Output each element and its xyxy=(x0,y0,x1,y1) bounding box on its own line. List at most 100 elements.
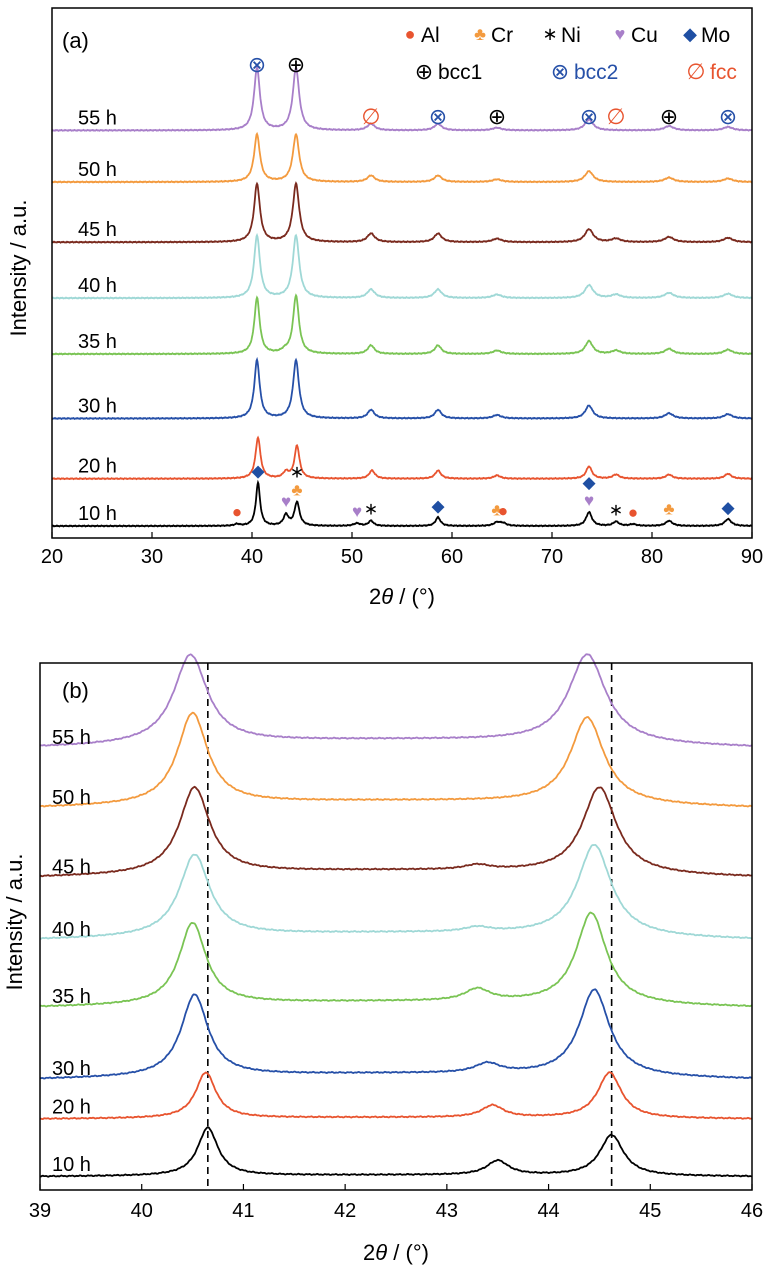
legend-label: fcc xyxy=(710,61,737,84)
panel-a-label: (a) xyxy=(62,28,89,53)
panel-a-element-marker: ♥ xyxy=(352,502,362,521)
panel-a-curve xyxy=(51,232,753,300)
panel-a-curve xyxy=(51,356,753,421)
panel-a-tick-label: 70 xyxy=(541,546,563,568)
panel-a-element-marker: ♥ xyxy=(584,491,594,510)
panel-a-element-marker: ∗ xyxy=(290,462,304,481)
panel-a-series-label: 55 h xyxy=(78,107,117,129)
panel-a-x-ticks: 20 30 40 50 60 70 80 90 xyxy=(41,532,763,568)
panel-a-tick-label: 80 xyxy=(641,546,663,568)
panel-a-phase-marker: ∅ xyxy=(361,104,380,129)
legend-symbol: ● xyxy=(405,24,416,44)
panel-a-element-marker: ♣ xyxy=(291,480,302,499)
legend-label: Ni xyxy=(561,24,581,47)
panel-a-series-label: 40 h xyxy=(78,275,117,297)
panel-a-curve xyxy=(51,181,753,244)
panel-a-element-marker: ◆ xyxy=(431,496,445,515)
panel-b-curve xyxy=(39,911,753,1008)
legend-label: Al xyxy=(421,24,440,47)
panel-a-tick-label: 50 xyxy=(341,546,363,568)
panel-b-tick-label: 42 xyxy=(334,1200,356,1222)
panel-b-series-label: 20 h xyxy=(52,1096,91,1118)
legend-label: Cu xyxy=(631,24,658,47)
legend-symbol: ◆ xyxy=(683,24,697,44)
panel-b-series-labels: 10 h 20 h 30 h 35 h 40 h 45 h 50 h 55 h xyxy=(52,727,91,1176)
panel-a-element-marker: ∗ xyxy=(364,500,378,519)
panel-a-frame xyxy=(51,7,753,539)
panel-a-markers: ●◆♥♣∗♥ ∗ ◆ ♣●♥◆∗ ● ♣ ◆⊗ ⊕∅ ⊗ ⊕ ⊗ ∅ ⊕ ⊗ xyxy=(232,52,737,522)
panel-b-curve xyxy=(39,653,753,747)
panel-b-curve xyxy=(39,711,753,808)
panel-a-series-labels: 10 h 20 h 30 h 35 h 40 h 45 h 50 h 55 h xyxy=(78,107,117,525)
panel-a-tick-label: 20 xyxy=(41,546,63,568)
panel-a-tick-label: 60 xyxy=(441,546,463,568)
panel-a-phase-marker: ⊗ xyxy=(248,52,266,77)
legend-label: Cr xyxy=(491,24,513,47)
panel-a-phase-marker: ⊕ xyxy=(660,104,678,129)
panel-a-phase-marker: ⊕ xyxy=(287,52,305,77)
panel-a-phase-marker: ⊕ xyxy=(488,104,506,129)
panel-b-x-axis-label: 2θ / (°) xyxy=(363,1240,429,1265)
panel-b-curve xyxy=(39,785,753,878)
panel-b-curves xyxy=(39,653,753,1178)
panel-a-series-label: 45 h xyxy=(78,219,117,241)
panel-b-tick-label: 46 xyxy=(741,1200,763,1222)
panel-a-series-label: 35 h xyxy=(78,331,117,353)
legend-symbol: ∗ xyxy=(542,24,557,44)
panel-a-element-marker: ● xyxy=(232,503,242,522)
legend-symbol: ♣ xyxy=(474,24,486,44)
panel-a-element-marker: ● xyxy=(498,501,508,520)
legend-symbol: ⊕ xyxy=(415,59,433,84)
panel-a-tick-label: 40 xyxy=(241,546,263,568)
panel-a-phase-marker: ⊗ xyxy=(719,104,737,129)
panel-a-phase-marker: ∅ xyxy=(606,104,625,129)
panel-a-tick-label: 30 xyxy=(141,546,163,568)
panel-b-curve xyxy=(39,1125,753,1178)
panel-a-x-axis-label: 2θ / (°) xyxy=(369,584,435,609)
panel-a-element-marker: ◆ xyxy=(721,498,735,517)
panel-a-series-label: 10 h xyxy=(78,503,117,525)
panel-a-curve xyxy=(51,479,753,528)
panel-b-curve xyxy=(39,988,753,1080)
panel-b-series-label: 35 h xyxy=(52,986,91,1008)
legend-label: bcc2 xyxy=(574,61,618,84)
panel-b-series-label: 30 h xyxy=(52,1058,91,1080)
legend-symbol: ⊗ xyxy=(551,59,569,84)
panel-a-element-marker: ♥ xyxy=(281,492,291,511)
panel-a-phase-marker: ⊗ xyxy=(429,104,447,129)
panel-a-element-marker: ∗ xyxy=(609,500,623,519)
panel-a-element-marker: ♣ xyxy=(663,500,674,519)
legend-symbol: ♥ xyxy=(615,24,626,44)
panel-a-curve xyxy=(51,65,753,132)
panel-a-legend: ● Al ♣ Cr ∗ Ni ♥ Cu ◆ Mo ⊕ bcc1 ⊗ bcc2 ∅ fcc xyxy=(405,24,737,84)
panel-b-y-axis-label: Intensity / a.u. xyxy=(2,854,27,991)
panel-b-tick-label: 39 xyxy=(29,1200,51,1222)
panel-a-curve xyxy=(51,293,753,356)
panel-b-curve xyxy=(39,1071,753,1121)
panel-a-element-marker: ◆ xyxy=(582,473,596,492)
panel-a-element-marker: ● xyxy=(628,503,638,522)
panel-b-series-label: 55 h xyxy=(52,727,91,749)
panel-b-tick-label: 40 xyxy=(131,1200,153,1222)
panel-b-series-label: 45 h xyxy=(52,856,91,878)
panel-b-curve xyxy=(39,844,753,940)
panel-b: 10 h 20 h 30 h 35 h 40 h 45 h 50 h 55 h 39 40 41 4… xyxy=(2,653,763,1265)
panel-b-series-label: 40 h xyxy=(52,919,91,941)
panel-b-series-label: 50 h xyxy=(52,787,91,809)
panel-a-tick-label: 90 xyxy=(741,546,763,568)
panel-b-series-label: 10 h xyxy=(52,1154,91,1176)
panel-a-element-marker: ◆ xyxy=(251,462,265,481)
legend-label: Mo xyxy=(701,24,730,47)
panel-a-curves xyxy=(51,65,753,528)
panel-b-x-ticks: 39 40 41 42 43 44 45 46 xyxy=(29,1184,763,1222)
panel-a-series-label: 30 h xyxy=(78,396,117,418)
panel-b-tick-label: 45 xyxy=(639,1200,661,1222)
legend-symbol: ∅ xyxy=(686,59,705,84)
panel-a-series-label: 20 h xyxy=(78,456,117,478)
panel-b-tick-label: 41 xyxy=(232,1200,254,1222)
panel-b-tick-label: 43 xyxy=(436,1200,458,1222)
panel-a-series-label: 50 h xyxy=(78,159,117,181)
panel-a-y-axis-label: Intensity / a.u. xyxy=(6,200,31,337)
